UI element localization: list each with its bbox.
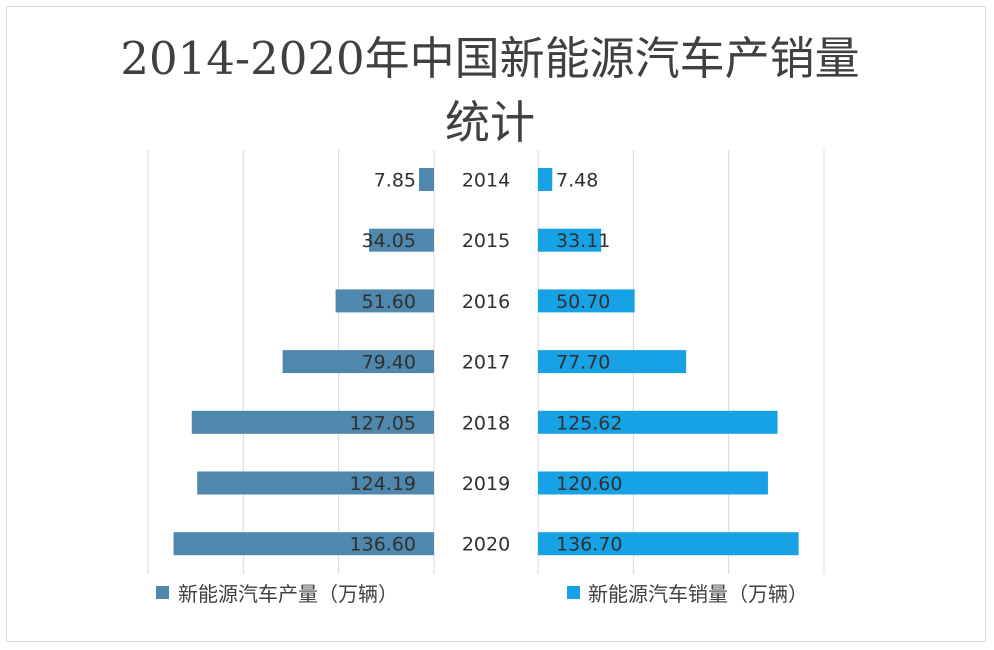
bar-sales <box>538 350 687 374</box>
data-label-sales: 77.70 <box>556 352 610 374</box>
data-label-sales: 120.60 <box>556 473 622 495</box>
data-label-sales: 33.11 <box>556 230 610 252</box>
legend-swatch-production <box>156 586 169 599</box>
legend-label-sales: 新能源汽车销量（万辆） <box>588 582 808 606</box>
data-label-production: 34.05 <box>362 230 416 252</box>
data-label-sales: 7.48 <box>556 170 598 192</box>
category-label: 2017 <box>462 352 510 374</box>
bar-production <box>335 289 434 313</box>
data-label-production: 136.60 <box>350 534 416 556</box>
category-label: 2018 <box>462 412 510 434</box>
data-label-production: 79.40 <box>362 352 416 374</box>
data-label-sales: 125.62 <box>556 412 622 434</box>
category-label: 2014 <box>462 170 510 192</box>
chart-title-line2: 统计 <box>444 96 535 149</box>
bar-sales <box>538 410 778 434</box>
data-label-production: 7.85 <box>374 170 416 192</box>
bar-sales <box>538 532 799 556</box>
data-label-sales: 50.70 <box>556 291 610 313</box>
bars <box>173 168 799 556</box>
bar-sales <box>538 228 602 252</box>
category-label: 2015 <box>462 230 510 252</box>
category-label: 2016 <box>462 291 510 313</box>
bar-production <box>419 168 434 191</box>
bar-production <box>173 532 435 556</box>
data-label-production: 127.05 <box>350 412 416 434</box>
data-label-sales: 136.70 <box>556 534 622 556</box>
legend-swatch-sales <box>567 586 580 599</box>
chart-title: 2014-2020年中国新能源汽车产销量 <box>120 32 860 85</box>
data-label-production: 51.60 <box>362 291 416 313</box>
bar-production <box>191 410 434 434</box>
data-labels: 7.85 7.48 34.05 33.11 51.60 50.70 79.40 77.70 12… <box>350 170 623 556</box>
data-label-production: 124.19 <box>350 473 416 495</box>
category-labels: 2014 2015 2016 2017 2018 2019 2020 <box>462 170 510 556</box>
bar-sales <box>538 471 768 495</box>
bar-sales <box>538 289 635 313</box>
bar-production <box>197 471 434 495</box>
category-label: 2019 <box>462 473 510 495</box>
bar-production <box>369 228 434 252</box>
bar-sales <box>538 168 553 191</box>
bar-production <box>282 350 434 374</box>
chart-frame <box>6 6 986 642</box>
legend: 新能源汽车产量（万辆） 新能源汽车销量（万辆） <box>156 582 808 606</box>
legend-label-production: 新能源汽车产量（万辆） <box>178 582 398 606</box>
category-label: 2020 <box>462 534 510 556</box>
